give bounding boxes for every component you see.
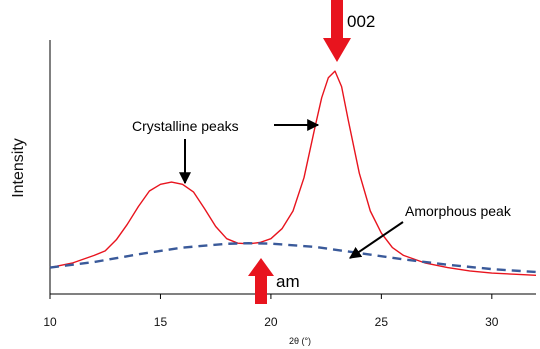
- arrow-diagonal-icon: [349, 221, 404, 259]
- x-tick-label-3: 25: [375, 315, 389, 329]
- x-tick-label-1: 15: [154, 315, 168, 329]
- annotation-am: am: [248, 258, 300, 304]
- red-arrow-down-icon: [323, 0, 351, 62]
- x-ticks: 10 15 20 25 30: [43, 294, 499, 329]
- annotation-002-label: 002: [347, 12, 375, 31]
- series-crystalline-curve: [49, 70, 537, 276]
- x-tick-label-2: 20: [264, 315, 278, 329]
- x-axis-title: 2θ (°): [289, 336, 311, 346]
- x-tick-label-0: 10: [43, 315, 57, 329]
- annotation-amorphous-label: Amorphous peak: [405, 203, 512, 219]
- annotation-crystalline-peaks: Crystalline peaks: [132, 118, 320, 185]
- series-amorphous-curve: [49, 241, 537, 274]
- annotation-amorphous-peak: Amorphous peak: [349, 203, 512, 259]
- x-tick-label-4: 30: [485, 315, 499, 329]
- annotation-am-label: am: [276, 272, 300, 291]
- annotation-crystalline-label: Crystalline peaks: [132, 118, 239, 134]
- red-arrow-up-icon: [248, 258, 274, 304]
- y-axis-title: Intensity: [10, 138, 27, 198]
- annotation-002: 002: [323, 0, 375, 62]
